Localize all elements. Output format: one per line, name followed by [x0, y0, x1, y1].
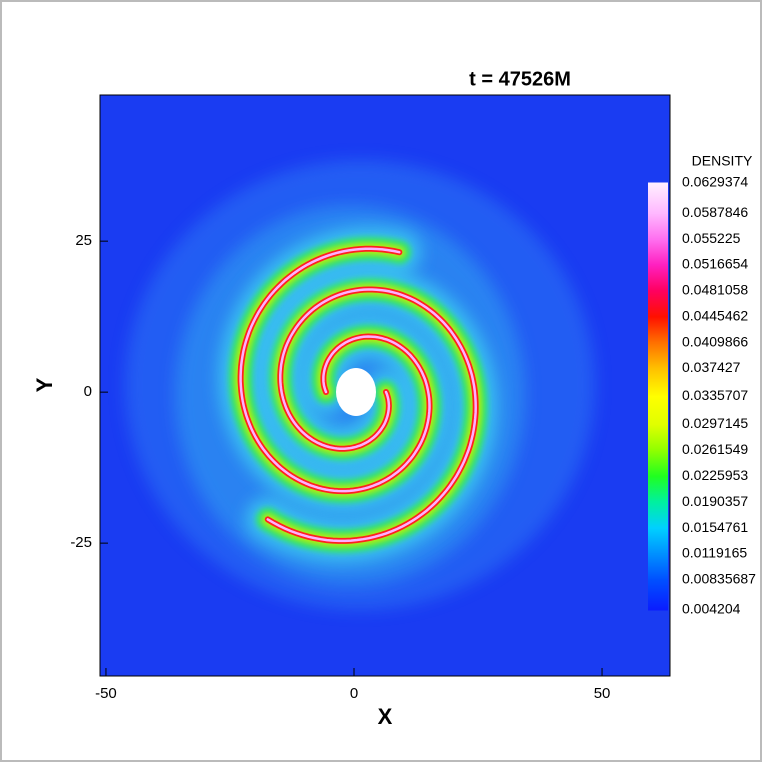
y-axis-label: Y: [32, 377, 57, 392]
colorbar-label: 0.0154761: [682, 519, 748, 535]
inner-hole: [336, 368, 376, 416]
colorbar-label: 0.0516654: [682, 256, 748, 272]
colorbar-label: 0.0335707: [682, 387, 748, 403]
colorbar-title: DENSITY: [692, 153, 753, 169]
y-tick-label: 0: [84, 383, 92, 400]
spiral-arm: [239, 247, 431, 493]
colorbar-label: 0.0261549: [682, 441, 748, 457]
colorbar-label: 0.0297145: [682, 415, 748, 431]
colorbar-label: 0.00835687: [682, 571, 756, 587]
spiral-arm: [266, 288, 477, 543]
x-tick-label: 50: [594, 685, 611, 702]
x-axis-label: X: [378, 704, 393, 729]
x-tick-label: -50: [95, 685, 117, 702]
x-tick-label: 0: [350, 685, 358, 702]
colorbar-label: 0.0190357: [682, 493, 748, 509]
colorbar-label: 0.0225953: [682, 467, 748, 483]
chart-title: t = 47526M: [469, 68, 571, 90]
colorbar-label: 0.055225: [682, 230, 741, 246]
colorbar-label: 0.0629374: [682, 174, 748, 190]
field: [100, 95, 670, 676]
colorbar-label: 0.0119165: [682, 545, 747, 561]
y-tick-label: 25: [75, 232, 92, 249]
colorbar-label: 0.0409866: [682, 333, 748, 349]
plot-border: [99, 94, 671, 677]
colorbar-label: 0.004204: [682, 601, 741, 617]
colorbar-label: 0.037427: [682, 359, 741, 375]
spiral-arms: [218, 226, 498, 563]
colorbar-label: 0.0481058: [682, 282, 748, 298]
colorbar-label: 0.0587846: [682, 204, 748, 220]
colorbar-label: 0.0445462: [682, 307, 748, 323]
y-tick-label: -25: [70, 534, 92, 551]
